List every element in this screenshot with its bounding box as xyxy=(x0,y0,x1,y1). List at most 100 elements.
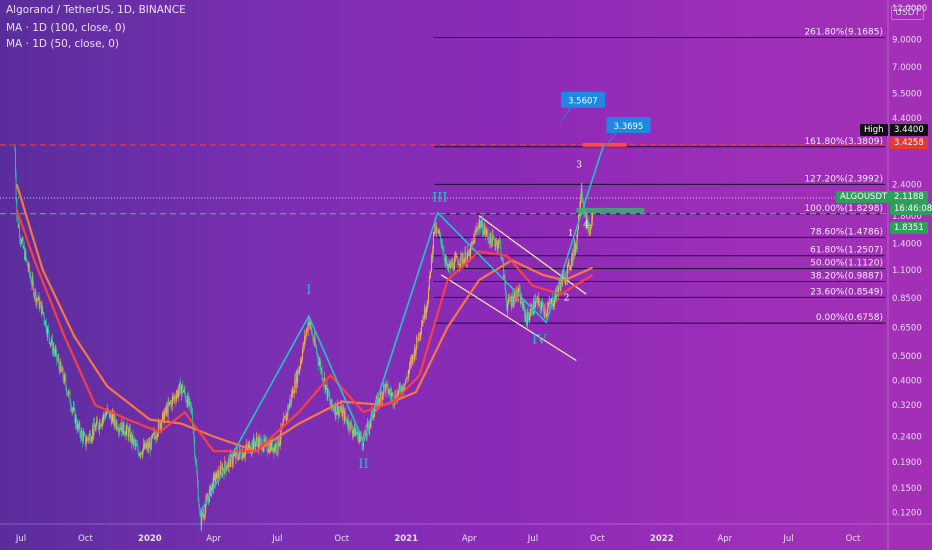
candle xyxy=(36,291,38,303)
candle xyxy=(419,332,421,341)
candle xyxy=(197,479,199,502)
candle xyxy=(172,396,174,404)
candle xyxy=(514,290,516,305)
candle xyxy=(392,391,394,409)
candle xyxy=(277,436,279,456)
candle xyxy=(423,313,425,321)
candle xyxy=(527,306,529,324)
candle xyxy=(253,435,255,448)
candle xyxy=(105,410,107,416)
candle xyxy=(449,261,451,275)
candle xyxy=(150,434,152,451)
candle xyxy=(449,260,451,268)
candle xyxy=(577,228,579,239)
candle xyxy=(590,224,592,231)
candle xyxy=(315,342,317,349)
candle xyxy=(118,427,120,438)
candle xyxy=(166,402,168,417)
candle xyxy=(128,426,130,443)
candle xyxy=(164,406,166,415)
y-tick-label: 12.0000 xyxy=(892,4,927,14)
candle xyxy=(320,360,322,375)
callout-pointer xyxy=(604,132,617,148)
fib-level-label: 38.20%(0.9887) xyxy=(810,271,883,281)
candle xyxy=(163,408,165,423)
candle xyxy=(19,234,21,248)
currency-button[interactable]: USDT xyxy=(891,6,924,20)
candle xyxy=(426,299,428,313)
candle xyxy=(472,233,474,246)
candle xyxy=(82,431,84,448)
candle xyxy=(574,240,576,258)
x-tick-label: Jul xyxy=(782,534,793,544)
candle xyxy=(21,236,23,242)
candle xyxy=(384,383,385,388)
candle xyxy=(26,257,28,262)
candle xyxy=(433,231,435,235)
candle xyxy=(240,446,242,460)
candle xyxy=(547,301,549,315)
candle xyxy=(65,372,67,391)
candle xyxy=(496,237,497,246)
candle xyxy=(482,230,484,238)
candle xyxy=(433,231,434,254)
candle xyxy=(81,428,83,435)
candle xyxy=(255,441,257,450)
candle xyxy=(44,319,46,325)
fib-level-label: 50.00%(1.1120) xyxy=(810,259,883,269)
candle xyxy=(578,213,580,217)
candle xyxy=(127,427,129,441)
candle xyxy=(383,382,385,401)
candle xyxy=(45,320,46,328)
candle xyxy=(120,427,122,437)
candle xyxy=(520,293,522,304)
callout-pointer xyxy=(560,107,572,123)
candle xyxy=(588,222,590,237)
candle xyxy=(329,392,331,406)
wave-label: 2 xyxy=(564,294,570,304)
candle xyxy=(99,419,101,428)
candle xyxy=(173,391,175,402)
candle xyxy=(289,394,291,408)
candle xyxy=(299,357,301,371)
wave-label: IV xyxy=(532,333,547,348)
candle xyxy=(353,423,355,436)
candle xyxy=(510,296,511,302)
candle xyxy=(124,430,126,438)
candle xyxy=(543,311,545,319)
candle xyxy=(176,389,178,399)
candle xyxy=(316,350,318,358)
y-tick-label: 0.1500 xyxy=(892,484,922,494)
candle xyxy=(582,191,584,204)
candle xyxy=(295,372,296,390)
candle xyxy=(298,366,300,375)
ma100-legend[interactable]: MA · 1D (100, close, 0) xyxy=(6,22,126,34)
candle xyxy=(542,302,544,317)
candle xyxy=(278,437,280,447)
candle xyxy=(178,384,180,402)
candle xyxy=(443,246,445,261)
candle xyxy=(336,411,338,415)
candle xyxy=(220,461,222,470)
candle xyxy=(465,246,467,266)
candle xyxy=(337,405,339,423)
ma50-legend[interactable]: MA · 1D (50, close, 0) xyxy=(6,38,119,50)
candle xyxy=(56,354,58,363)
candle xyxy=(417,337,419,348)
candle xyxy=(314,332,316,348)
candle xyxy=(472,241,474,244)
y-tick-label: 1.4000 xyxy=(892,239,922,249)
candle xyxy=(495,237,497,251)
candle xyxy=(138,452,140,457)
candle xyxy=(31,271,33,290)
wave-label: III xyxy=(432,191,447,206)
candle xyxy=(273,447,275,459)
candle xyxy=(28,261,30,279)
high-price-tag: 3.4400 xyxy=(890,123,928,136)
x-tick-label: Oct xyxy=(846,534,861,544)
candle xyxy=(545,302,546,318)
candle xyxy=(390,387,392,403)
candle xyxy=(334,405,336,416)
candle xyxy=(29,270,31,279)
